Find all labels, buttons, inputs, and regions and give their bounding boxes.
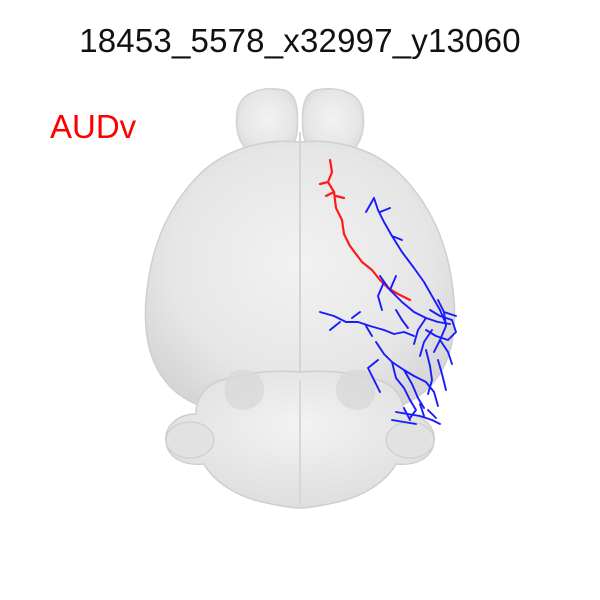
colliculus-left: [224, 369, 265, 410]
figure-title: 18453_5578_x32997_y13060: [79, 22, 521, 59]
side-lobe-left: [165, 421, 215, 459]
axon-red: [318, 158, 412, 302]
side-lobe-right: [385, 421, 435, 459]
axon-blue: [319, 197, 457, 425]
region-label: AUDv: [50, 108, 137, 145]
colliculus-right: [335, 369, 376, 410]
neuron-reconstruction-icon: [318, 158, 457, 425]
